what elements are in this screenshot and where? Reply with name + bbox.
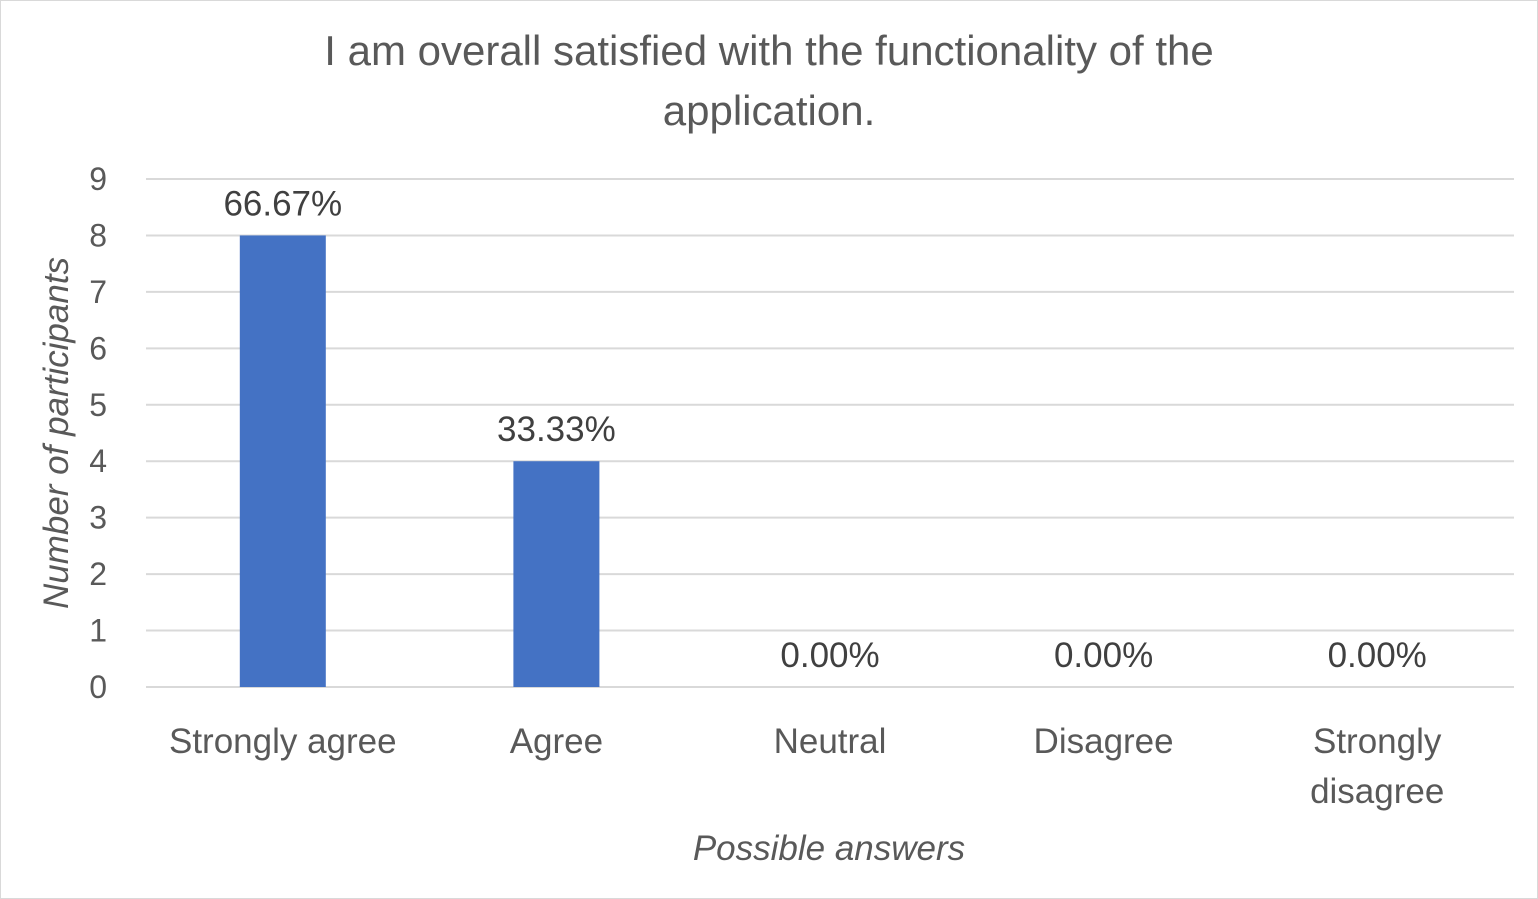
- chart-title-line: application.: [663, 87, 875, 134]
- y-tick-label: 1: [89, 613, 107, 649]
- x-category-label: Strongly: [1313, 722, 1442, 761]
- gridlines: [146, 178, 1514, 688]
- bar: [239, 235, 326, 687]
- y-tick-label: 7: [89, 274, 107, 310]
- y-tick-label: 9: [89, 161, 107, 197]
- bar: [513, 461, 600, 687]
- x-category-label: disagree: [1310, 772, 1444, 811]
- y-tick-label: 8: [89, 217, 107, 253]
- chart-title-line: I am overall satisfied with the function…: [324, 27, 1213, 74]
- x-axis-title: Possible answers: [693, 829, 965, 868]
- y-tick-label: 2: [89, 556, 107, 592]
- x-category-label: Strongly agree: [169, 722, 397, 761]
- y-tick-label: 5: [89, 387, 107, 423]
- data-label: 0.00%: [1328, 636, 1427, 675]
- x-category-label: Neutral: [774, 722, 887, 761]
- y-tick-label: 6: [89, 330, 107, 366]
- y-axis-ticks: 0 1 2 3 4 5 6 7 8 9: [89, 161, 107, 705]
- y-tick-label: 0: [89, 669, 107, 705]
- bars: [239, 235, 600, 687]
- data-label: 0.00%: [780, 636, 879, 675]
- chart-title: I am overall satisfied with the function…: [324, 27, 1213, 134]
- data-labels: 66.67% 33.33% 0.00% 0.00% 0.00%: [223, 184, 1426, 675]
- x-category-label: Disagree: [1034, 722, 1174, 761]
- x-category-label: Agree: [510, 722, 603, 761]
- y-tick-label: 4: [89, 443, 107, 479]
- x-axis-categories: Strongly agree Agree Neutral Disagree Strong…: [169, 722, 1444, 811]
- data-label: 66.67%: [223, 184, 342, 223]
- data-label: 0.00%: [1054, 636, 1153, 675]
- y-axis-title: Number of participants: [37, 257, 76, 609]
- y-tick-label: 3: [89, 500, 107, 536]
- data-label: 33.33%: [497, 410, 616, 449]
